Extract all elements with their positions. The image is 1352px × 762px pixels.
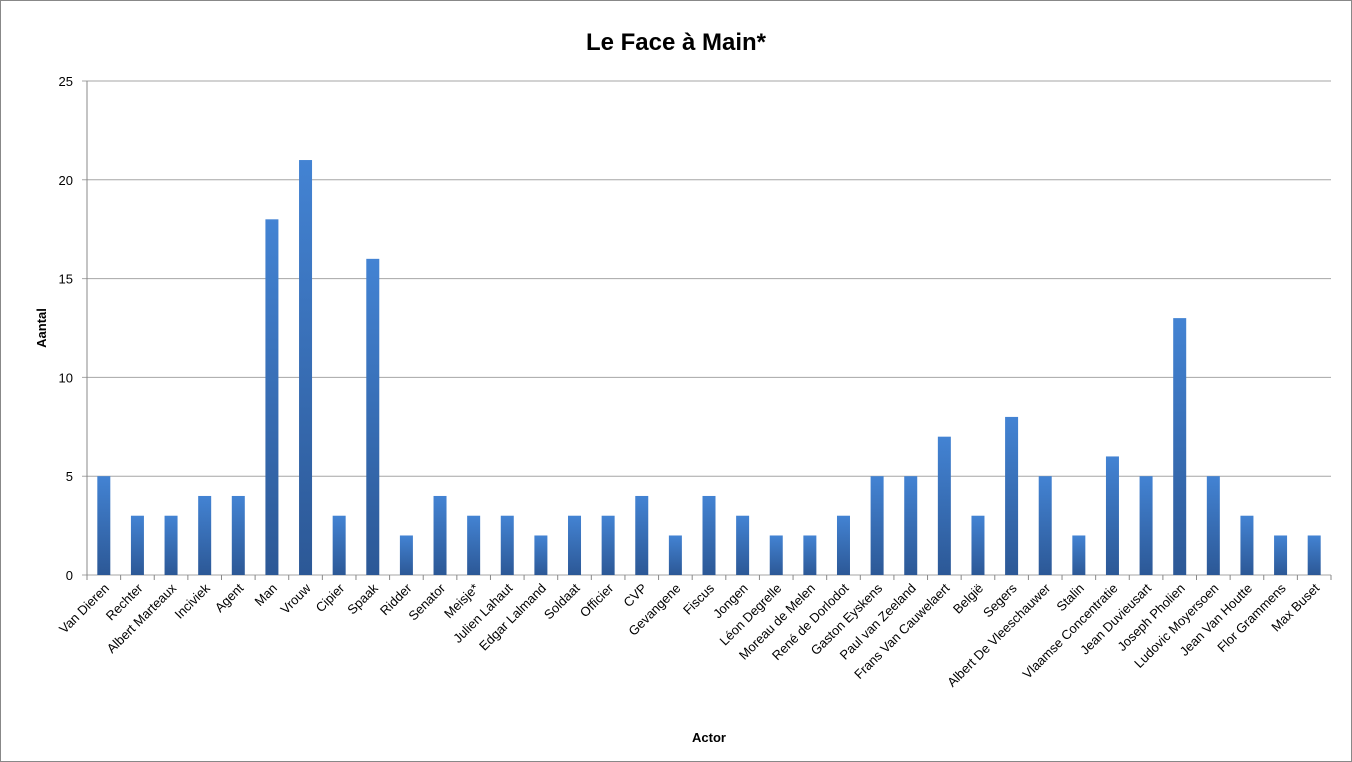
bar xyxy=(1072,535,1086,575)
chart-title: Le Face à Main* xyxy=(586,29,767,56)
bar xyxy=(937,436,951,575)
bar xyxy=(332,515,346,575)
bar xyxy=(366,258,380,575)
bar xyxy=(97,476,111,575)
x-axis-label: Actor xyxy=(692,730,726,745)
bar xyxy=(433,495,447,575)
y-tick-label: 25 xyxy=(59,74,73,89)
bar xyxy=(568,515,582,575)
y-tick-label: 0 xyxy=(66,568,73,583)
bar xyxy=(769,535,783,575)
y-tick-label: 20 xyxy=(59,173,73,188)
bar xyxy=(500,515,514,575)
bar xyxy=(1240,515,1254,575)
bar xyxy=(1005,416,1019,575)
bar xyxy=(164,515,178,575)
bar xyxy=(467,515,481,575)
y-tick-label: 10 xyxy=(59,370,73,385)
bar xyxy=(1038,476,1052,575)
bar xyxy=(836,515,850,575)
bar xyxy=(803,535,817,575)
bar xyxy=(971,515,985,575)
bar xyxy=(904,476,918,575)
bar xyxy=(231,495,245,575)
bar xyxy=(1206,476,1220,575)
bar xyxy=(299,160,313,576)
bar xyxy=(635,495,649,575)
bar xyxy=(1307,535,1321,575)
bar xyxy=(265,219,279,575)
y-tick-label: 15 xyxy=(59,272,73,287)
bar xyxy=(1274,535,1288,575)
bar xyxy=(130,515,144,575)
bar xyxy=(1139,476,1153,575)
bar xyxy=(870,476,884,575)
bar xyxy=(1173,318,1187,575)
bar xyxy=(702,495,716,575)
bar xyxy=(198,495,212,575)
bar xyxy=(668,535,682,575)
y-axis-label: Aantal xyxy=(34,308,49,348)
y-tick-label: 5 xyxy=(66,469,73,484)
bar xyxy=(534,535,548,575)
bar xyxy=(601,515,615,575)
bar xyxy=(736,515,750,575)
bar xyxy=(1105,456,1119,575)
bar xyxy=(399,535,413,575)
